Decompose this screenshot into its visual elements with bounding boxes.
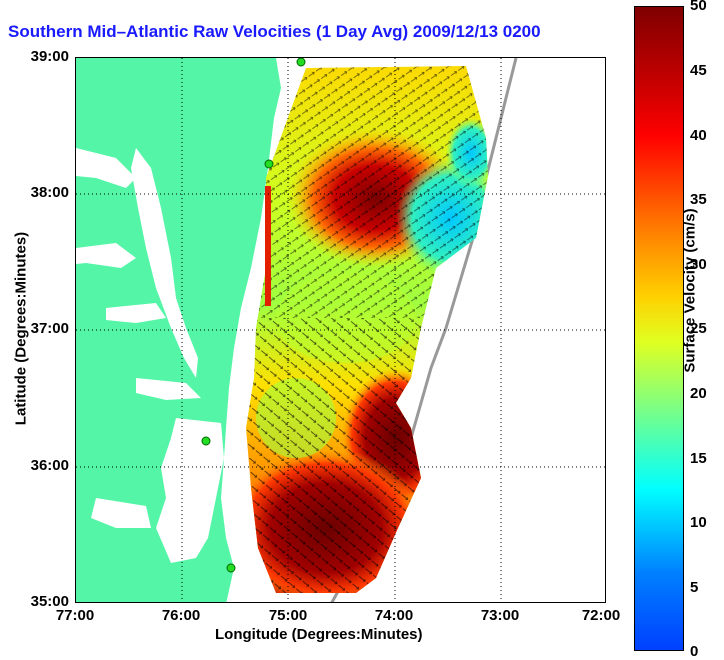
radar-site — [226, 563, 236, 573]
x-tick: 74:00 — [374, 607, 414, 624]
x-tick: 76:00 — [161, 607, 201, 624]
colorbar-tick: 25 — [690, 320, 707, 337]
colorbar-tick: 50 — [690, 0, 707, 14]
colorbar-ticks: 50 45 40 35 30 25 20 15 10 5 0 — [690, 0, 724, 660]
y-tick: 36:00 — [30, 457, 69, 474]
radar-site — [264, 159, 274, 169]
colorbar-tick: 15 — [690, 450, 707, 467]
y-tick: 35:00 — [30, 593, 69, 610]
velocity-map — [75, 57, 606, 603]
colorbar-tick: 10 — [690, 514, 707, 531]
map-canvas — [76, 58, 605, 602]
colorbar-tick: 35 — [690, 191, 707, 208]
x-tick: 77:00 — [55, 607, 95, 624]
colorbar-tick: 20 — [690, 385, 707, 402]
radar-site — [296, 58, 306, 67]
y-axis-label: Latitude (Degrees:Minutes) — [12, 231, 30, 426]
y-tick: 39:00 — [30, 48, 69, 65]
x-tick: 73:00 — [480, 607, 520, 624]
colorbar-tick: 30 — [690, 256, 707, 273]
x-tick: 72:00 — [581, 607, 621, 624]
x-axis-label: Longitude (Degrees:Minutes) — [215, 626, 423, 643]
x-tick: 75:00 — [268, 607, 308, 624]
y-tick: 37:00 — [30, 320, 69, 337]
radar-site — [201, 436, 211, 446]
colorbar-tick: 45 — [690, 62, 707, 79]
colorbar-tick: 5 — [690, 579, 699, 596]
colorbar-tick: 40 — [690, 127, 707, 144]
colorbar — [634, 6, 684, 651]
map-title: Southern Mid–Atlantic Raw Velocities (1 … — [8, 22, 541, 41]
colorbar-tick: 0 — [690, 643, 699, 660]
colorbar-label: Surface Velocity (cm/s) — [681, 208, 699, 373]
y-tick: 38:00 — [30, 184, 69, 201]
